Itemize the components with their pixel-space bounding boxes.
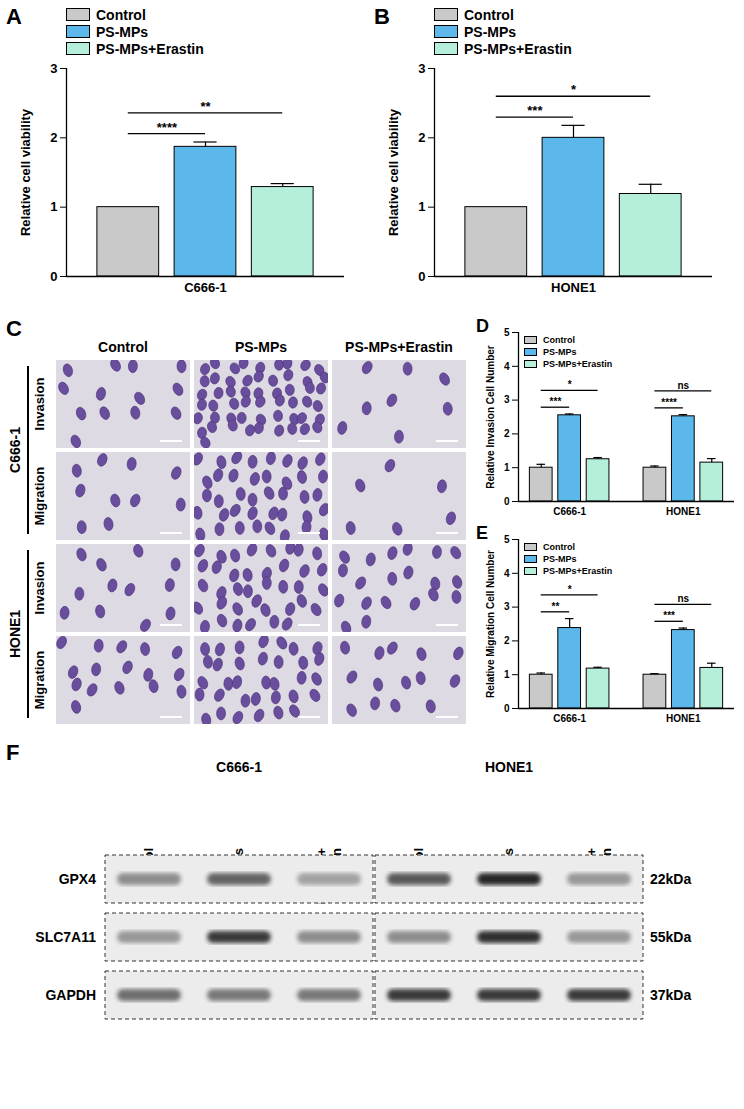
html-text:PS-MPs: PS-MPs [96, 23, 149, 40]
html-text:E: E [476, 523, 488, 543]
svg-text:0: 0 [50, 269, 57, 284]
svg-text:C666-1: C666-1 [553, 713, 586, 724]
svg-text:22kDa: 22kDa [650, 871, 691, 887]
svg-text:C666-1: C666-1 [7, 427, 23, 473]
svg-text:ns: ns [678, 593, 690, 604]
svg-text:C666-1: C666-1 [216, 759, 262, 775]
html-text:Control: Control [464, 6, 514, 23]
svg-text:3: 3 [504, 601, 510, 612]
svg-text:1: 1 [418, 199, 425, 214]
svg-text:3: 3 [50, 61, 57, 76]
svg-text:3: 3 [504, 394, 510, 405]
svg-text:0: 0 [504, 496, 510, 507]
svg-text:**: ** [552, 601, 560, 612]
svg-text:2: 2 [504, 428, 510, 439]
svg-text:***: *** [663, 610, 675, 621]
svg-text:Relative cell viability: Relative cell viability [386, 108, 401, 236]
svg-text:*: * [571, 82, 577, 97]
html-text:A: A [6, 4, 22, 29]
svg-text:GPX4: GPX4 [59, 871, 97, 887]
svg-text:4: 4 [504, 361, 510, 372]
svg-text:*: * [568, 379, 572, 390]
svg-text:Relative Migration Cell Number: Relative Migration Cell Number [485, 550, 496, 698]
html-text:PS-MPs+Erastin: PS-MPs+Erastin [543, 359, 613, 369]
html-text:Control: Control [543, 335, 575, 345]
svg-text:PS-MPs+Erastin: PS-MPs+Erastin [345, 339, 453, 355]
svg-text:*: * [568, 584, 572, 595]
svg-text:C666-1: C666-1 [553, 506, 586, 517]
svg-text:HONE1: HONE1 [666, 506, 701, 517]
svg-text:2: 2 [504, 635, 510, 646]
svg-text:HONE1: HONE1 [7, 610, 23, 658]
svg-text:SLC7A11: SLC7A11 [35, 929, 96, 945]
svg-text:55kDa: 55kDa [650, 929, 691, 945]
svg-text:Migration: Migration [32, 467, 47, 526]
svg-text:37kDa: 37kDa [650, 987, 691, 1003]
svg-text:0: 0 [418, 269, 425, 284]
svg-text:2: 2 [50, 130, 57, 145]
svg-text:HONE1: HONE1 [485, 759, 533, 775]
html-text:PS-MPs+Erastin: PS-MPs+Erastin [543, 566, 613, 576]
svg-text:4: 4 [504, 568, 510, 579]
svg-text:GAPDH: GAPDH [45, 987, 96, 1003]
html-text:PS-MPs+Erastin: PS-MPs+Erastin [96, 40, 204, 57]
svg-text:C666-1: C666-1 [184, 280, 227, 295]
html-text:Control: Control [96, 6, 146, 23]
svg-text:1: 1 [504, 462, 510, 473]
svg-text:5: 5 [504, 327, 510, 338]
svg-text:***: *** [550, 396, 562, 407]
html-text:PS-MPs: PS-MPs [543, 554, 577, 564]
html-text:PS-MPs: PS-MPs [464, 23, 517, 40]
svg-text:0: 0 [504, 703, 510, 714]
svg-text:****: **** [157, 120, 178, 135]
html-text:B: B [374, 4, 390, 29]
svg-text:Invasion: Invasion [32, 378, 47, 431]
svg-text:1: 1 [50, 199, 57, 214]
svg-text:ns: ns [678, 380, 690, 391]
svg-text:Invasion: Invasion [32, 562, 47, 615]
svg-text:1: 1 [504, 669, 510, 680]
svg-text:Control: Control [98, 339, 148, 355]
svg-text:C: C [6, 316, 22, 341]
svg-text:HONE1: HONE1 [551, 280, 596, 295]
svg-text:HONE1: HONE1 [666, 713, 701, 724]
html-text:PS-MPs: PS-MPs [543, 347, 577, 357]
svg-text:2: 2 [418, 130, 425, 145]
html-text:Control: Control [543, 542, 575, 552]
svg-text:***: *** [527, 103, 543, 118]
svg-text:3: 3 [418, 61, 425, 76]
svg-text:Relative Invasion Cell Number: Relative Invasion Cell Number [485, 345, 496, 488]
svg-text:****: **** [661, 397, 677, 408]
html-text:D: D [476, 316, 489, 336]
html-text:PS-MPs+Erastin: PS-MPs+Erastin [464, 40, 572, 57]
svg-text:PS-MPs: PS-MPs [235, 339, 287, 355]
svg-text:F: F [6, 740, 19, 765]
svg-text:Relative cell viability: Relative cell viability [18, 108, 33, 236]
svg-text:Migration: Migration [32, 651, 47, 710]
svg-text:5: 5 [504, 534, 510, 545]
svg-text:**: ** [200, 99, 211, 114]
